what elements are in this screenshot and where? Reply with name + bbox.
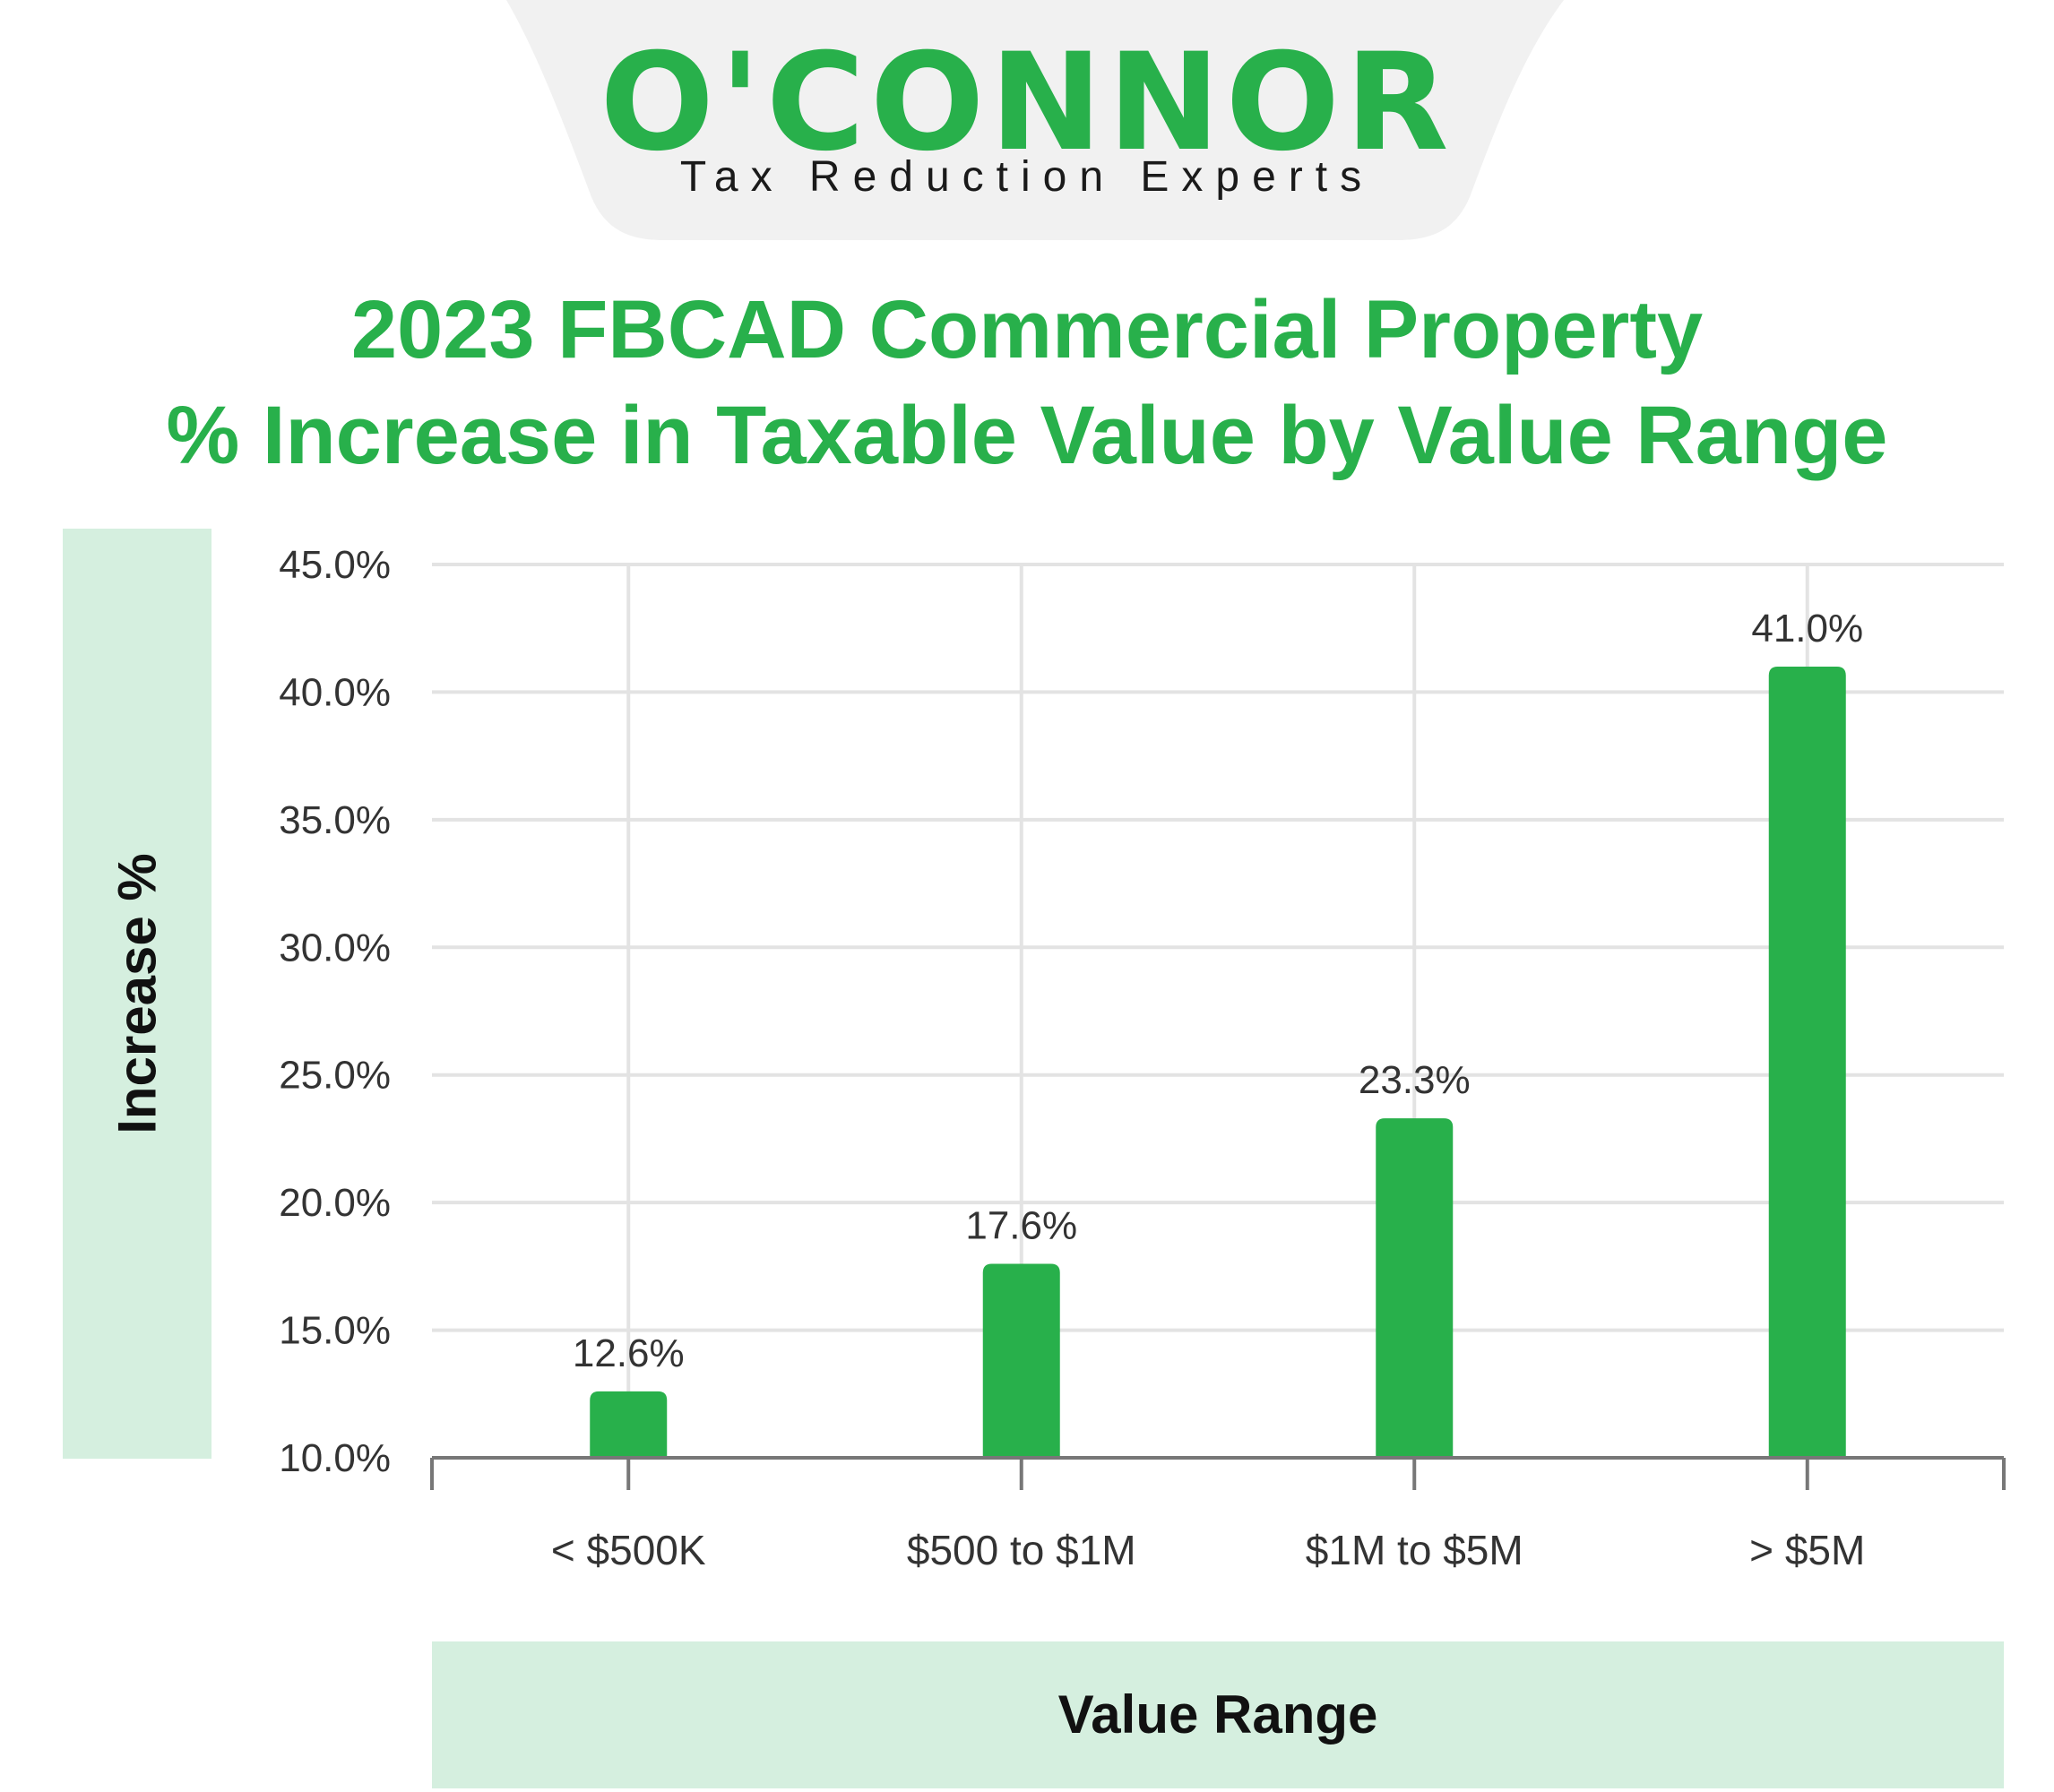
y-tick-label: 25.0% bbox=[279, 1054, 391, 1098]
x-tick-label: > $5M bbox=[1749, 1527, 1865, 1573]
x-axis-label-box bbox=[432, 1641, 2004, 1788]
chart-title-line-2: % Increase in Taxable Value by Value Ran… bbox=[166, 390, 1888, 481]
bar bbox=[1376, 1118, 1454, 1458]
x-tick-label: $1M to $5M bbox=[1306, 1527, 1523, 1573]
bar bbox=[590, 1391, 668, 1458]
data-label: 41.0% bbox=[1751, 607, 1863, 650]
bar bbox=[1768, 666, 1846, 1458]
x-tick-label: < $500K bbox=[551, 1527, 706, 1573]
logo-tab-shape bbox=[506, 0, 1564, 240]
y-tick-label: 30.0% bbox=[279, 926, 391, 969]
logo-tab bbox=[506, 0, 1564, 240]
y-tick-label: 40.0% bbox=[279, 670, 391, 714]
data-label: 17.6% bbox=[965, 1204, 1077, 1248]
y-axis-label-box bbox=[63, 529, 211, 1459]
brand-logo: O'CONNOR bbox=[600, 25, 1454, 181]
y-tick-label: 45.0% bbox=[279, 543, 391, 587]
brand-tagline: Tax Reduction Experts bbox=[679, 153, 1375, 201]
data-label: 23.3% bbox=[1359, 1058, 1471, 1102]
chart-title-line-1: 2023 FBCAD Commercial Property bbox=[350, 284, 1704, 375]
data-label: 12.6% bbox=[573, 1331, 685, 1375]
y-tick-label: 35.0% bbox=[279, 798, 391, 842]
x-tick-label: $500 to $1M bbox=[907, 1527, 1136, 1573]
y-tick-label: 20.0% bbox=[279, 1181, 391, 1225]
y-tick-label: 15.0% bbox=[279, 1309, 391, 1353]
x-axis-label: Value Range bbox=[1057, 1684, 1378, 1745]
bar bbox=[982, 1263, 1060, 1458]
y-tick-label: 10.0% bbox=[279, 1436, 391, 1480]
